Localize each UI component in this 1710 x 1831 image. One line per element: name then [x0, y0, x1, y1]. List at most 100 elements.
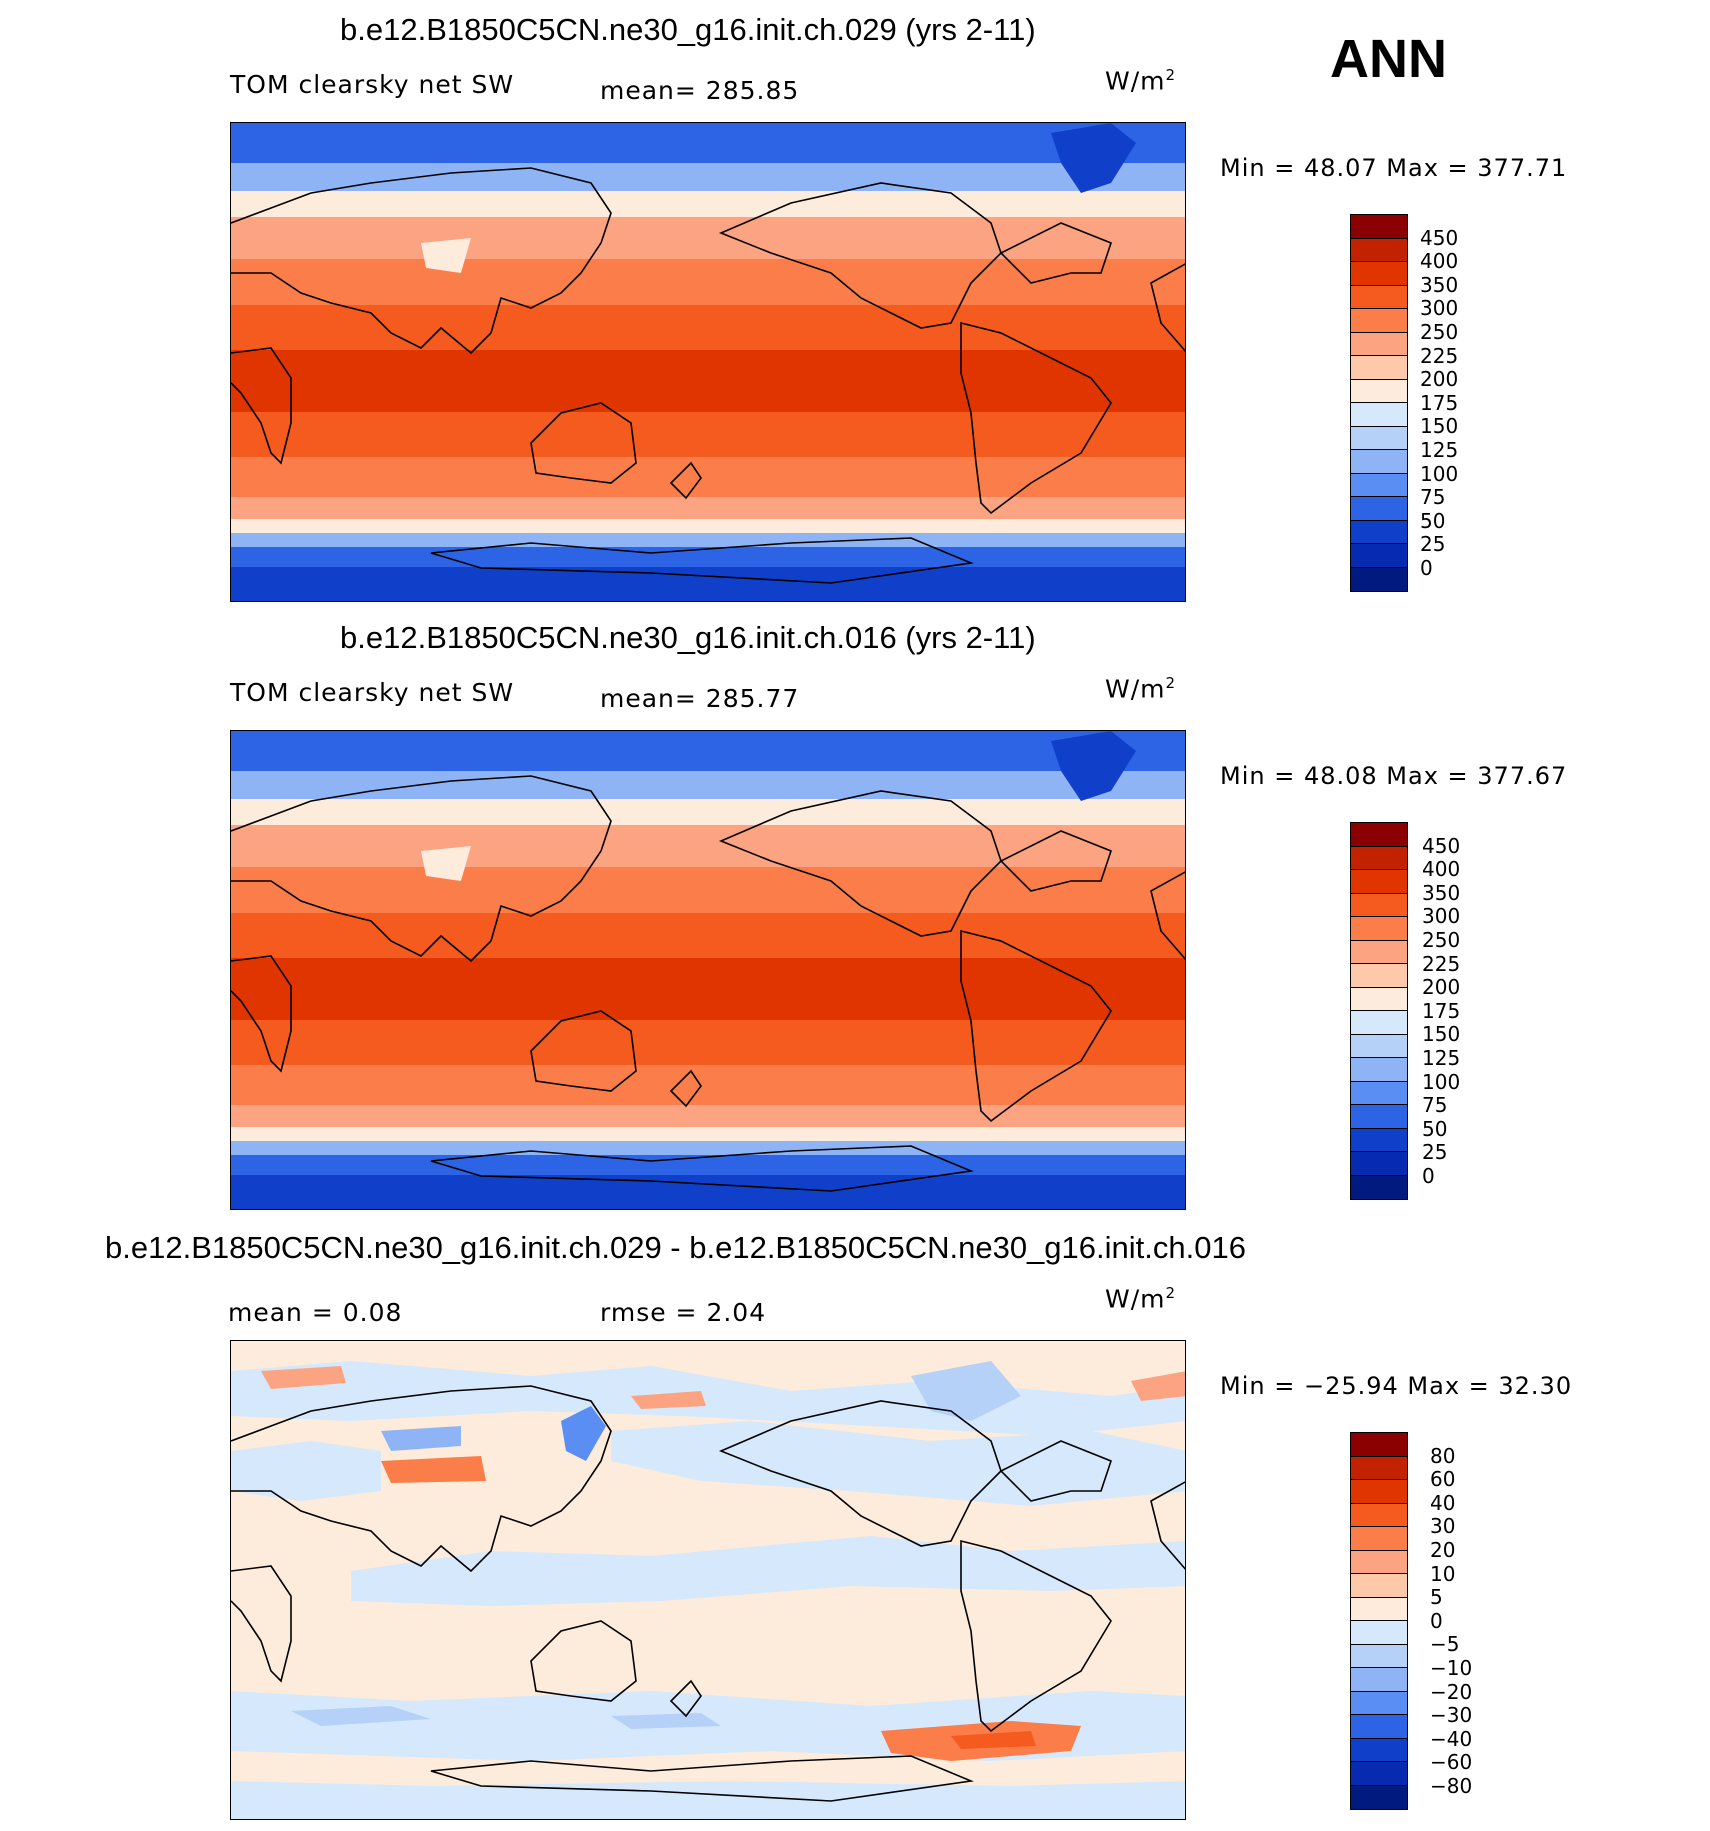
colorbar-tick-label: 250	[1422, 928, 1461, 952]
panel-3-colorbar-cell	[1351, 1503, 1407, 1527]
colorbar-tick-label: 10	[1430, 1562, 1456, 1586]
panel-1-mean-label: mean= 285.85	[600, 76, 800, 105]
colorbar-tick-label: 175	[1422, 999, 1461, 1023]
panel-3-colorbar-cell	[1351, 1644, 1407, 1668]
panel-3-colorbar-labels: 80 60 40 30 20 10 5 0 −5 −10 −20 −30 −40…	[1430, 1432, 1490, 1810]
panel-3-coastlines	[231, 1385, 1185, 1802]
panel-3-colorbar-cell	[1351, 1456, 1407, 1480]
panel-2-units: W/m2	[1105, 674, 1177, 704]
panel-3-color-patches	[231, 1341, 1185, 1819]
colorbar-tick-label: 20	[1430, 1538, 1456, 1562]
panel-3-map	[230, 1340, 1186, 1820]
colorbar-tick-label: 400	[1420, 249, 1459, 273]
colorbar-tick-label: 150	[1420, 414, 1459, 438]
colorbar-tick-label: 350	[1420, 273, 1459, 297]
panel-2-map	[230, 730, 1186, 1210]
panel-1-colorbar-cell	[1351, 497, 1407, 521]
panel-1-colorbar-cell	[1351, 544, 1407, 568]
panel-3-colorbar-cell	[1351, 1738, 1407, 1762]
panel-2-colorbar-cell	[1351, 870, 1407, 894]
colorbar-tick-label: 75	[1422, 1093, 1448, 1117]
panel-1-colorbar	[1350, 214, 1408, 592]
panel-1-coastlines	[231, 167, 1185, 584]
colorbar-tick-label: 60	[1430, 1467, 1456, 1491]
colorbar-tick-label: 50	[1420, 509, 1446, 533]
panel-1-colorbar-cell	[1351, 473, 1407, 497]
colorbar-tick-label: 0	[1422, 1164, 1435, 1188]
colorbar-tick-label: 450	[1420, 226, 1459, 250]
colorbar-tick-label: 30	[1430, 1514, 1456, 1538]
colorbar-tick-label: 150	[1422, 1022, 1461, 1046]
panel-1-colorbar-cell	[1351, 426, 1407, 450]
panel-3-colorbar-cell	[1351, 1691, 1407, 1715]
panel-1-colorbar-cell	[1351, 520, 1407, 544]
panel-1-colorbar-cell	[1351, 332, 1407, 356]
panel-3-title: b.e12.B1850C5CN.ne30_g16.init.ch.029 - b…	[105, 1230, 1246, 1265]
panel-3-colorbar	[1350, 1432, 1408, 1810]
season-label: ANN	[1330, 29, 1447, 89]
panel-1-map-field	[231, 123, 1185, 601]
panel-1-colorbar-cell	[1351, 403, 1407, 427]
colorbar-tick-label: 400	[1422, 857, 1461, 881]
panel-2-colorbar-cell	[1351, 1011, 1407, 1035]
panel-3-colorbar-cell	[1351, 1597, 1407, 1621]
panel-2-colorbar-cell	[1351, 1152, 1407, 1176]
colorbar-tick-label: −40	[1430, 1727, 1473, 1751]
panel-1-colorbar-cell	[1351, 238, 1407, 262]
panel-3-map-field	[231, 1341, 1185, 1819]
panel-2-colorbar-cell	[1351, 893, 1407, 917]
colorbar-tick-label: −80	[1430, 1774, 1473, 1798]
colorbar-tick-label: 450	[1422, 834, 1461, 858]
panel-2-colorbar-cell	[1351, 846, 1407, 870]
colorbar-tick-label: 5	[1430, 1585, 1443, 1609]
panel-1-map	[230, 122, 1186, 602]
colorbar-tick-label: −10	[1430, 1656, 1473, 1680]
panel-2-colorbar-cell	[1351, 964, 1407, 988]
colorbar-tick-label: 300	[1420, 296, 1459, 320]
panel-2-colorbar-cell	[1351, 1058, 1407, 1082]
panel-3-colorbar-cell	[1351, 1527, 1407, 1551]
panel-1-title: b.e12.B1850C5CN.ne30_g16.init.ch.029 (yr…	[340, 12, 1036, 47]
panel-1-colorbar-cell	[1351, 379, 1407, 403]
panel-2-colorbar-labels: 450 400 350 300 250 225 200 175 150 125 …	[1422, 822, 1482, 1200]
panel-3-minmax: Min = −25.94 Max = 32.30	[1220, 1372, 1573, 1400]
colorbar-tick-label: 50	[1422, 1117, 1448, 1141]
colorbar-tick-label: 100	[1420, 462, 1459, 486]
colorbar-tick-label: −30	[1430, 1703, 1473, 1727]
panel-2-colorbar-cell	[1351, 987, 1407, 1011]
panel-1-color-bands	[231, 123, 1185, 601]
colorbar-tick-label: 0	[1420, 556, 1433, 580]
panel-3-colorbar-cell	[1351, 1668, 1407, 1692]
panel-1-colorbar-cell	[1351, 356, 1407, 380]
panel-2-colorbar-cell	[1351, 1081, 1407, 1105]
panel-3-colorbar-cell	[1351, 1574, 1407, 1598]
colorbar-tick-label: 75	[1420, 485, 1446, 509]
panel-2-colorbar-cell	[1351, 940, 1407, 964]
panel-2-mean-label: mean= 285.77	[600, 684, 800, 713]
colorbar-tick-label: 300	[1422, 904, 1461, 928]
panel-1-colorbar-labels: 450 400 350 300 250 225 200 175 150 125 …	[1420, 214, 1480, 592]
panel-1-colorbar-cell	[1351, 285, 1407, 309]
panel-2-colorbar-cell	[1351, 1034, 1407, 1058]
panel-3-colorbar-cell	[1351, 1785, 1407, 1809]
colorbar-tick-label: 350	[1422, 881, 1461, 905]
colorbar-tick-label: 200	[1420, 367, 1459, 391]
panel-3-colorbar-cell	[1351, 1621, 1407, 1645]
colorbar-tick-label: 80	[1430, 1444, 1456, 1468]
panel-2-title: b.e12.B1850C5CN.ne30_g16.init.ch.016 (yr…	[340, 620, 1036, 655]
panel-1-field-label: TOM clearsky net SW	[230, 70, 515, 99]
colorbar-tick-label: 25	[1422, 1140, 1448, 1164]
panel-2-field-label: TOM clearsky net SW	[230, 678, 515, 707]
panel-1-colorbar-cell	[1351, 215, 1407, 239]
panel-2-coastlines	[231, 775, 1185, 1192]
colorbar-tick-label: 250	[1420, 320, 1459, 344]
colorbar-tick-label: 200	[1422, 975, 1461, 999]
panel-2-map-field	[231, 731, 1185, 1209]
colorbar-tick-label: 225	[1422, 952, 1461, 976]
colorbar-tick-label: 100	[1422, 1070, 1461, 1094]
colorbar-tick-label: 0	[1430, 1609, 1443, 1633]
colorbar-tick-label: 25	[1420, 532, 1446, 556]
panel-1-colorbar-cell	[1351, 567, 1407, 591]
panel-3-colorbar-cell	[1351, 1550, 1407, 1574]
colorbar-tick-label: 225	[1420, 344, 1459, 368]
